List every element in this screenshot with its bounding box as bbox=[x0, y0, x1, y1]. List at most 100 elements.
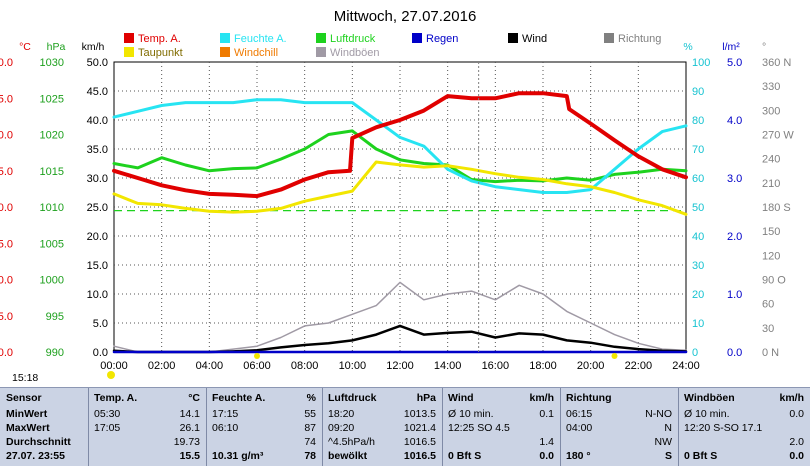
summary-value: 55 bbox=[304, 408, 316, 420]
weather-chart: Mittwoch, 27.07.2016 Temp. A. Feuchte A. Lu… bbox=[0, 8, 794, 379]
axis-tick-label: 0.0 bbox=[0, 275, 13, 287]
summary-row: 17:15 55 bbox=[212, 408, 316, 421]
summary-value: 1013.5 bbox=[403, 408, 436, 420]
legend-label: Richtung bbox=[618, 33, 661, 45]
summary-row: 04:00 N bbox=[566, 422, 672, 435]
axis-tick-label: 0 bbox=[692, 347, 698, 359]
summary-header: Temp. A. °C bbox=[94, 392, 200, 405]
axis-tick-label: 1015 bbox=[40, 166, 64, 178]
axis-tick-label: 20 bbox=[692, 289, 704, 301]
axis-tick-label: 10 bbox=[692, 318, 704, 330]
axis-tick-label: 1000 bbox=[40, 275, 64, 287]
summary-column: Feuchte A.% 17:15 55 06:10 87 74 10.31 g/m³ 78 bbox=[206, 388, 323, 466]
summary-row: MaxWert bbox=[6, 422, 82, 435]
x-tick-label: 18:00 bbox=[529, 360, 557, 372]
summary-row: bewölkt 1016.5 bbox=[328, 450, 436, 463]
axis-tick-label: 5.0 bbox=[0, 238, 13, 250]
x-tick-label: 04:00 bbox=[196, 360, 224, 372]
summary-row: 0 Bft S 0.0 bbox=[448, 450, 554, 463]
summary-value: 87 bbox=[304, 422, 316, 434]
series-line-luftdruck bbox=[112, 129, 688, 184]
summary-row: ^4.5hPa/h 1016.5 bbox=[328, 436, 436, 449]
summary-column: Temp. A. °C 05:30 14.1 17:05 26.1 19.73 15.5 bbox=[88, 388, 207, 466]
summary-column: Richtung 06:15 N-NO 04:00 N NW 180 ° S bbox=[560, 388, 679, 466]
summary-cell: 06:15 bbox=[566, 408, 593, 420]
summary-row: Ø 10 min. 0.0 bbox=[684, 408, 804, 421]
axis-tick-label: 5.0 bbox=[93, 318, 108, 330]
legend-label: Feuchte A. bbox=[234, 33, 287, 45]
summary-header-label: Sensor bbox=[6, 392, 42, 404]
summary-row: 12:20 S-SO 17.1 bbox=[684, 422, 804, 435]
axis-tick-label: 5.0 bbox=[727, 57, 742, 69]
summary-header: Feuchte A.% bbox=[212, 392, 316, 405]
axis-unit-label: hPa bbox=[47, 41, 66, 53]
legend-swatch bbox=[508, 33, 518, 43]
summary-header-label: Windböen bbox=[684, 392, 735, 404]
summary-header-label: Luftdruck bbox=[328, 392, 377, 404]
axis-tick-label: 995 bbox=[46, 311, 64, 323]
summary-value: 0.1 bbox=[539, 408, 554, 420]
axis-tick-label: 30.0 bbox=[87, 173, 108, 185]
summary-row: Durchschnitt bbox=[6, 436, 82, 449]
summary-row: 12:25 SO 4.5 bbox=[448, 422, 554, 435]
axis-tick-label: 80 bbox=[692, 115, 704, 127]
axis-tick-label: 60 bbox=[762, 299, 774, 311]
summary-header: Wind km/h bbox=[448, 392, 554, 405]
axis-tick-label: -10.0 bbox=[0, 347, 13, 359]
summary-header-label: Temp. A. bbox=[94, 392, 138, 404]
legend-swatch bbox=[316, 47, 326, 57]
summary-header: Windböen km/h bbox=[684, 392, 804, 405]
legend-label: Luftdruck bbox=[330, 33, 376, 45]
legend-swatch bbox=[124, 47, 134, 57]
summary-row: 15.5 bbox=[94, 450, 200, 463]
summary-value: 0.0 bbox=[789, 450, 804, 462]
summary-header-label: Richtung bbox=[566, 392, 612, 404]
sunrise-icon bbox=[254, 353, 260, 359]
axis-tick-label: 0.0 bbox=[727, 347, 742, 359]
axis-tick-label: 15.0 bbox=[87, 260, 108, 272]
axis-tick-label: 0 N bbox=[762, 347, 779, 359]
summary-cell: 05:30 bbox=[94, 408, 121, 420]
axis-tick-label: 0.0 bbox=[93, 347, 108, 359]
summary-cell: 10.31 g/m³ bbox=[212, 450, 264, 462]
summary-value: 1016.5 bbox=[403, 436, 436, 448]
summary-row: 09:20 1021.4 bbox=[328, 422, 436, 435]
series-line-feuchte-a- bbox=[112, 98, 688, 194]
legend-label: Temp. A. bbox=[138, 33, 181, 45]
summary-cell: MaxWert bbox=[6, 422, 50, 434]
axis-tick-label: 270 W bbox=[762, 130, 794, 142]
axis-tick-label: 15.0 bbox=[0, 166, 13, 178]
axis-tick-label: 1020 bbox=[40, 130, 64, 142]
summary-header-unit: % bbox=[306, 392, 316, 404]
summary-value: NW bbox=[654, 436, 673, 448]
axis-tick-label: 30 bbox=[692, 260, 704, 272]
axis-tick-label: 1.0 bbox=[727, 289, 742, 301]
axis-tick-label: 360 N bbox=[762, 57, 791, 69]
legend-swatch bbox=[412, 33, 422, 43]
summary-row: 1.4 bbox=[448, 436, 554, 449]
summary-value: 15.5 bbox=[179, 450, 200, 462]
summary-value: 14.1 bbox=[179, 408, 200, 420]
summary-header-label: Feuchte A. bbox=[212, 392, 266, 404]
axis-unit-label: km/h bbox=[82, 41, 105, 53]
axis-tick-label: 70 bbox=[692, 144, 704, 156]
summary-row: MinWert bbox=[6, 408, 82, 421]
series-line-taupunkt bbox=[112, 160, 688, 216]
x-tick-label: 06:00 bbox=[243, 360, 271, 372]
x-tick-label: 20:00 bbox=[577, 360, 605, 372]
summary-column: Luftdruck hPa 18:20 1013.5 09:20 1021.4 ^4.5hP… bbox=[322, 388, 443, 466]
summary-column: Sensor MinWert MaxWert Durchschnitt 27.07. 2… bbox=[0, 388, 89, 466]
summary-row: 27.07. 23:55 bbox=[6, 450, 82, 463]
axis-tick-label: 10.0 bbox=[0, 202, 13, 214]
summary-header: Richtung bbox=[566, 392, 672, 405]
axis-tick-label: 180 S bbox=[762, 202, 791, 214]
summary-cell: Durchschnitt bbox=[6, 436, 71, 448]
x-tick-label: 12:00 bbox=[386, 360, 414, 372]
current-time-label: 15:18 bbox=[12, 372, 39, 384]
axis-tick-label: 40 bbox=[692, 231, 704, 243]
legend-label: Wind bbox=[522, 33, 547, 45]
axis-tick-label: 30 bbox=[762, 323, 774, 335]
legend-swatch bbox=[220, 47, 230, 57]
x-tick-label: 08:00 bbox=[291, 360, 319, 372]
summary-value: 0.0 bbox=[539, 450, 554, 462]
